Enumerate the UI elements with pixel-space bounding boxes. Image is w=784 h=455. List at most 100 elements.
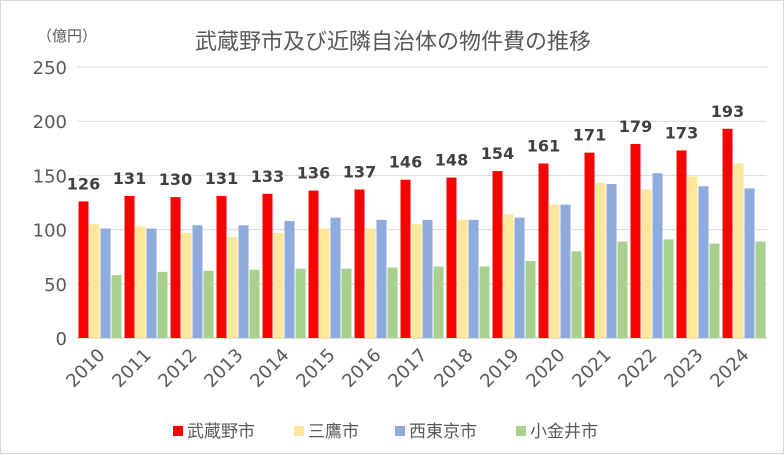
- bar-武蔵野市-2011: [124, 195, 135, 338]
- bars: [78, 128, 766, 338]
- bar-武蔵野市-2017: [400, 179, 411, 338]
- bar-三鷹市-2012: [181, 232, 192, 338]
- bar-小金井市-2019: [525, 261, 536, 338]
- data-label-2023: 173: [665, 123, 698, 142]
- data-label-2010: 126: [67, 174, 100, 193]
- bar-西東京市-2013: [238, 225, 249, 338]
- bar-小金井市-2013: [249, 269, 260, 338]
- data-label-2018: 148: [435, 151, 468, 170]
- bar-西東京市-2022: [652, 173, 663, 338]
- x-tick-label: 2013: [200, 345, 247, 392]
- x-tick-label: 2011: [108, 345, 155, 392]
- bar-小金井市-2016: [387, 267, 398, 338]
- y-tick-label: 250: [33, 58, 67, 79]
- bar-三鷹市-2015: [319, 228, 330, 338]
- y-tick-label: 0: [56, 329, 67, 350]
- x-tick-label: 2012: [154, 345, 201, 392]
- bar-西東京市-2018: [468, 219, 479, 338]
- x-tick-label: 2020: [522, 345, 569, 392]
- data-label-2020: 161: [527, 136, 560, 155]
- legend-swatch: [173, 426, 183, 436]
- bar-西東京市-2016: [376, 219, 387, 338]
- data-label-2021: 171: [573, 126, 606, 145]
- data-label-2017: 146: [389, 153, 422, 172]
- data-label-2019: 154: [481, 144, 514, 163]
- x-tick-label: 2010: [62, 345, 109, 392]
- legend-label: 西東京市: [409, 422, 477, 442]
- gridlines: [77, 66, 767, 339]
- bar-三鷹市-2024: [733, 163, 744, 338]
- bar-小金井市-2021: [617, 241, 628, 338]
- bar-西東京市-2023: [698, 186, 709, 338]
- bar-小金井市-2020: [571, 251, 582, 338]
- bar-武蔵野市-2015: [308, 190, 319, 338]
- bar-三鷹市-2019: [503, 214, 514, 338]
- bar-武蔵野市-2020: [538, 163, 549, 338]
- bar-小金井市-2012: [203, 270, 214, 338]
- data-label-2015: 136: [297, 164, 330, 183]
- bar-西東京市-2015: [330, 217, 341, 338]
- bar-武蔵野市-2018: [446, 177, 457, 338]
- y-tick-label: 50: [44, 275, 67, 296]
- legend-swatch: [294, 426, 304, 436]
- legend-label: 三鷹市: [308, 421, 359, 442]
- bar-小金井市-2018: [479, 266, 490, 338]
- bar-三鷹市-2013: [227, 237, 238, 338]
- bar-武蔵野市-2013: [216, 195, 227, 338]
- legend: 武蔵野市 三鷹市 西東京市 小金井市: [173, 421, 598, 442]
- bar-三鷹市-2017: [411, 224, 422, 338]
- bar-三鷹市-2011: [135, 226, 146, 338]
- bar-西東京市-2017: [422, 219, 433, 338]
- y-unit-label: （億円）: [37, 27, 97, 45]
- bar-武蔵野市-2022: [630, 143, 641, 338]
- x-tick-label: 2017: [384, 345, 431, 392]
- y-tick-label: 100: [33, 221, 67, 242]
- legend-swatch: [516, 426, 526, 436]
- bar-小金井市-2011: [157, 271, 168, 338]
- bar-武蔵野市-2012: [170, 197, 181, 338]
- bar-小金井市-2010: [111, 275, 122, 338]
- chart-title: 武蔵野市及び近隣自治体の物件費の推移: [195, 30, 591, 55]
- bar-三鷹市-2014: [273, 232, 284, 338]
- bar-武蔵野市-2010: [78, 201, 89, 338]
- bar-小金井市-2024: [755, 241, 766, 338]
- legend-swatch: [395, 426, 405, 436]
- bar-武蔵野市-2021: [584, 152, 595, 338]
- bar-西東京市-2014: [284, 220, 295, 338]
- y-tick-label: 200: [33, 112, 67, 133]
- x-tick-label: 2016: [338, 345, 385, 392]
- data-label-2011: 131: [113, 169, 146, 188]
- bar-三鷹市-2023: [687, 176, 698, 338]
- data-label-2013: 131: [205, 169, 238, 188]
- bar-小金井市-2022: [663, 239, 674, 338]
- y-axis-ticks: 0 50 100 150 200 250: [33, 58, 67, 350]
- bar-西東京市-2024: [744, 188, 755, 338]
- bar-武蔵野市-2019: [492, 171, 503, 338]
- x-tick-label: 2018: [430, 345, 477, 392]
- x-tick-label: 2014: [246, 345, 293, 392]
- bar-西東京市-2020: [560, 204, 571, 338]
- x-tick-label: 2015: [292, 345, 339, 392]
- x-axis-ticks: 2010201120122013201420152016201720182019…: [62, 345, 753, 392]
- bar-小金井市-2015: [341, 268, 352, 338]
- bar-三鷹市-2018: [457, 219, 468, 338]
- x-tick-label: 2021: [568, 345, 615, 392]
- bar-小金井市-2023: [709, 243, 720, 338]
- bar-西東京市-2019: [514, 217, 525, 338]
- bar-三鷹市-2022: [641, 189, 652, 338]
- x-tick-label: 2019: [476, 345, 523, 392]
- x-tick-label: 2022: [614, 345, 661, 392]
- bar-武蔵野市-2016: [354, 189, 365, 338]
- bar-西東京市-2021: [606, 184, 617, 338]
- bar-武蔵野市-2014: [262, 193, 273, 338]
- data-label-2024: 193: [711, 102, 744, 121]
- x-tick-label: 2024: [706, 345, 753, 392]
- data-label-2014: 133: [251, 167, 284, 186]
- x-tick-label: 2023: [660, 345, 707, 392]
- legend-label: 武蔵野市: [187, 422, 255, 442]
- bar-小金井市-2014: [295, 268, 306, 338]
- data-label-2022: 179: [619, 117, 652, 136]
- bar-小金井市-2017: [433, 266, 444, 338]
